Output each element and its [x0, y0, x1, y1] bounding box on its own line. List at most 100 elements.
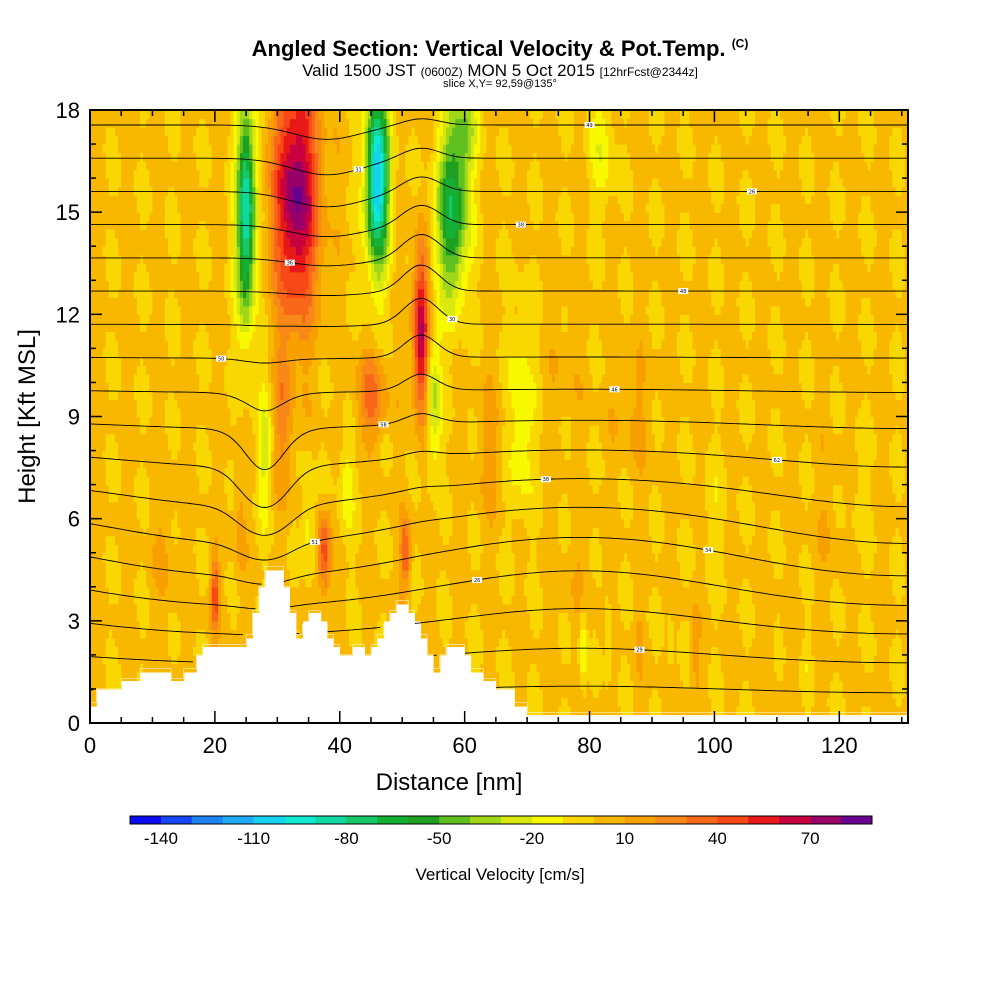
isentrope-label-box	[584, 121, 595, 128]
x-axis-label: Distance [nm]	[376, 769, 523, 796]
isentrope-label-box	[678, 288, 689, 295]
colorbar-swatch	[810, 816, 842, 824]
isentrope-label-box	[216, 355, 227, 362]
isentrope-line	[90, 413, 908, 471]
isentrope-label: 58	[380, 422, 386, 428]
y-tick-label: 18	[56, 98, 80, 123]
isentrope-line	[90, 647, 908, 664]
colorbar-swatch	[531, 816, 564, 824]
isentrope-line	[90, 608, 908, 636]
isentrope-label: 26	[474, 578, 480, 584]
colorbar-swatch	[315, 816, 347, 824]
isentrope-label: 51	[312, 540, 318, 546]
colorbar-label: -80	[334, 829, 359, 848]
isentrope-label-box	[609, 386, 620, 393]
chart-title-text: Angled Section: Vertical Velocity & Pot.…	[252, 36, 726, 61]
colorbar-swatch	[779, 816, 811, 824]
terrain-outline	[90, 566, 908, 714]
title-mark: (C)	[732, 37, 749, 51]
y-tick-label: 12	[56, 302, 80, 327]
isentrope-line	[90, 334, 908, 364]
valid-date: MON 5 Oct 2015	[467, 61, 595, 80]
y-tick-label: 15	[56, 200, 80, 225]
colorbar-label: 70	[801, 829, 820, 848]
colorbar-swatch	[284, 816, 316, 824]
isentrope-label: 62	[774, 458, 780, 464]
isentrope-line	[90, 536, 908, 585]
isentrope-line	[90, 234, 908, 267]
isentrope-label-box	[746, 188, 757, 195]
x-tick-label: 60	[452, 733, 476, 758]
colorbar-swatch	[841, 816, 873, 824]
colorbar-swatch	[748, 816, 780, 824]
slice-info: slice X,Y= 92,59@135°	[0, 78, 1000, 90]
isentrope-line	[90, 570, 908, 610]
chart-title: Angled Section: Vertical Velocity & Pot.…	[0, 36, 1000, 62]
isentrope-line	[90, 297, 908, 327]
colorbar-swatch	[439, 816, 471, 824]
isentrope-label: 48	[680, 289, 686, 295]
isentrope-label-box	[634, 646, 645, 653]
colorbar-swatch	[377, 816, 409, 824]
isentrope-label-box	[284, 259, 295, 266]
plot-area: 29 26 34 51 38 62 58 46 50 30 48 36 38 26 31 49	[90, 110, 908, 716]
colorbar-swatch	[624, 816, 656, 824]
colorbar-swatch	[222, 816, 255, 824]
isentrope-label-box	[309, 538, 320, 545]
y-tick-label: 9	[68, 405, 80, 430]
colorbar-swatch	[191, 816, 224, 824]
y-tick-label: 0	[68, 711, 80, 736]
isentrope-label: 38	[518, 223, 524, 229]
isentrope-label-box	[447, 316, 458, 323]
colorbar-label: 40	[708, 829, 727, 848]
isentrope-label: 29	[636, 648, 642, 654]
colorbar-swatch	[501, 816, 533, 824]
x-tick-label: 100	[696, 733, 733, 758]
isentrope-label: 31	[355, 167, 361, 173]
colorbar-swatch	[408, 816, 440, 824]
isentrope-label: 50	[218, 357, 224, 363]
colorbar-frame	[129, 815, 873, 825]
isentrope-line	[90, 176, 908, 208]
colorbar-swatch	[686, 816, 718, 824]
y-tick-label: 3	[68, 609, 80, 634]
isentrope-label: 26	[749, 189, 755, 195]
isentrope-line	[90, 147, 908, 176]
colorbar-swatch	[717, 816, 749, 824]
isentrope-line	[90, 449, 908, 508]
isentrope-label-box	[703, 547, 714, 554]
colorbar-label: -50	[427, 829, 452, 848]
colorbar-swatch	[470, 816, 502, 824]
colorbar-swatch	[346, 816, 378, 824]
x-tick-label: 120	[821, 733, 858, 758]
colorbar-swatch	[160, 816, 193, 824]
isentropes	[90, 118, 908, 694]
isentrope-line	[90, 204, 908, 238]
isentrope-label-box	[515, 221, 526, 228]
colorbar-swatch	[253, 816, 285, 824]
x-tick-label: 20	[203, 733, 227, 758]
colorbar-swatch	[593, 816, 626, 824]
colorbar-swatch	[562, 816, 595, 824]
isentrope-line	[90, 264, 908, 296]
x-tick-label: 80	[577, 733, 601, 758]
isentrope-line	[90, 118, 908, 140]
valid-utc: (0600Z)	[421, 65, 463, 79]
y-tick-label: 6	[68, 507, 80, 532]
isentrope-label-box	[378, 421, 389, 428]
valid-prefix: Valid 1500 JST	[302, 61, 416, 80]
colorbar-swatch	[130, 816, 162, 824]
isentrope-label: 38	[543, 477, 549, 483]
isentrope-line	[90, 373, 908, 412]
isentrope-label-box	[771, 456, 782, 463]
isentrope-label-box	[540, 476, 551, 483]
isentrope-label-box	[353, 166, 364, 173]
forecast-info: [12hrFcst@2344z]	[600, 65, 698, 79]
isentrope-label: 36	[287, 261, 293, 267]
isentrope-labels: 29 26 34 51 38 62 58 46 50 30 48 36 38 26 31 49	[216, 121, 782, 654]
isentrope-label: 34	[705, 548, 711, 554]
isentrope-line	[90, 506, 908, 561]
colorbar-label: -140	[144, 829, 178, 848]
